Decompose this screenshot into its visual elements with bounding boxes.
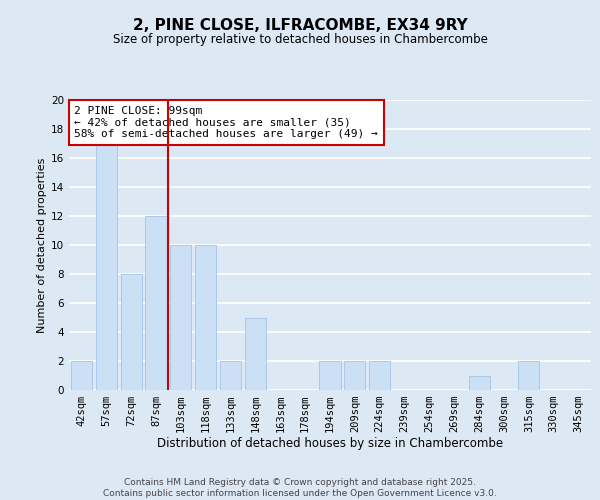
Bar: [71, 361, 92, 390]
Bar: [245, 318, 266, 390]
Bar: [220, 361, 241, 390]
Bar: [469, 376, 490, 390]
Bar: [344, 361, 365, 390]
Bar: [518, 361, 539, 390]
Bar: [170, 245, 191, 390]
Y-axis label: Number of detached properties: Number of detached properties: [37, 158, 47, 332]
X-axis label: Distribution of detached houses by size in Chambercombe: Distribution of detached houses by size …: [157, 436, 503, 450]
Bar: [195, 245, 216, 390]
Bar: [369, 361, 390, 390]
Bar: [319, 361, 341, 390]
Bar: [145, 216, 167, 390]
Bar: [96, 144, 117, 390]
Bar: [121, 274, 142, 390]
Text: Contains HM Land Registry data © Crown copyright and database right 2025.
Contai: Contains HM Land Registry data © Crown c…: [103, 478, 497, 498]
Text: 2 PINE CLOSE: 99sqm
← 42% of detached houses are smaller (35)
58% of semi-detach: 2 PINE CLOSE: 99sqm ← 42% of detached ho…: [74, 106, 378, 139]
Text: Size of property relative to detached houses in Chambercombe: Size of property relative to detached ho…: [113, 32, 487, 46]
Text: 2, PINE CLOSE, ILFRACOMBE, EX34 9RY: 2, PINE CLOSE, ILFRACOMBE, EX34 9RY: [133, 18, 467, 32]
